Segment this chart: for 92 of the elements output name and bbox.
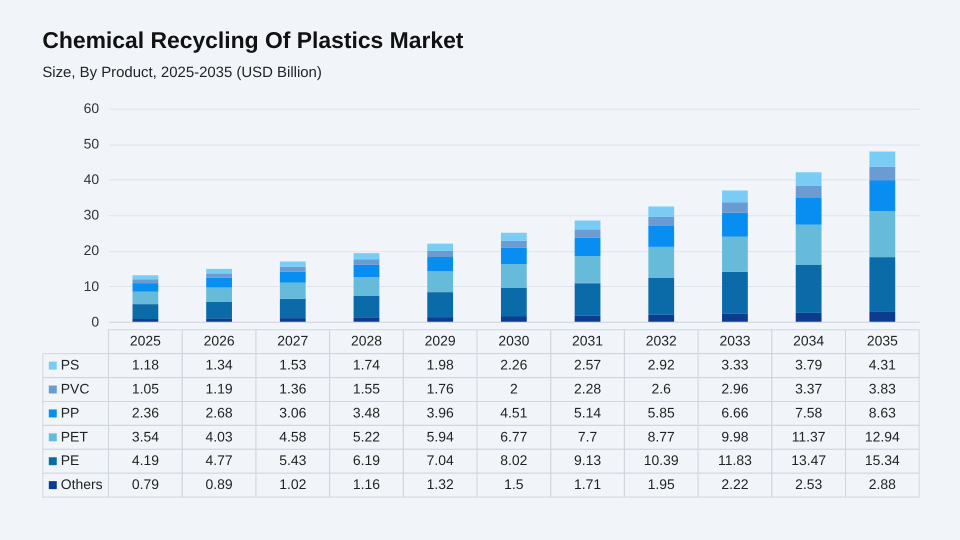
y-tick-label: 60 (84, 100, 100, 116)
legend-label: PS (60, 356, 80, 373)
data-label: 1.74 (352, 356, 380, 373)
data-label: 3.83 (868, 380, 896, 397)
data-label: 1.71 (574, 476, 602, 492)
data-label: 3.33 (721, 356, 749, 373)
data-label: 7.7 (578, 428, 598, 444)
x-tick-label: 2025 (130, 332, 162, 349)
data-label: 2.57 (574, 356, 602, 373)
data-label: 8.77 (648, 428, 676, 444)
data-label: 9.98 (721, 428, 749, 444)
data-label: 1.76 (426, 380, 454, 397)
data-label: 1.98 (426, 356, 454, 373)
data-label: 2.88 (868, 476, 896, 492)
data-label: 2.36 (132, 404, 160, 420)
data-label: 5.14 (574, 404, 602, 420)
data-label: 1.02 (279, 476, 307, 492)
data-label: 3.06 (279, 404, 307, 420)
data-label: 1.32 (426, 476, 454, 492)
x-tick-label: 2028 (350, 332, 382, 349)
data-label: 0.89 (206, 476, 233, 492)
data-label: 1.18 (132, 356, 160, 373)
data-label: 1.05 (132, 380, 160, 397)
legend-label: PE (60, 452, 80, 468)
x-tick-label: 2032 (646, 332, 677, 349)
x-tick-label: 2029 (424, 332, 456, 349)
x-tick-label: 2026 (204, 332, 235, 349)
data-label: 13.47 (791, 452, 826, 468)
data-label: 10.39 (644, 452, 679, 468)
data-label: 15.34 (864, 452, 900, 468)
x-tick-label: 2031 (572, 332, 604, 349)
legend-label: PET (60, 428, 88, 444)
data-label: 4.19 (132, 452, 160, 468)
data-label: 1.34 (206, 356, 233, 373)
y-tick-label: 20 (84, 242, 100, 258)
data-label: 11.37 (792, 428, 826, 444)
data-label: 7.04 (426, 452, 454, 468)
data-label: 0.79 (132, 476, 160, 492)
y-tick-label: 10 (84, 278, 100, 294)
data-label: 5.22 (352, 428, 380, 444)
data-label: 5.94 (426, 428, 454, 444)
x-tick-label: 2033 (719, 332, 751, 349)
data-label: 11.83 (718, 452, 752, 468)
data-label: 1.16 (352, 476, 380, 492)
data-label: 12.94 (864, 428, 900, 444)
data-label: 6.19 (352, 452, 380, 468)
data-label: 2.6 (652, 380, 672, 397)
data-label: 3.79 (795, 356, 822, 373)
data-label: 4.31 (868, 356, 896, 373)
legend-label: PP (60, 404, 80, 420)
data-label: 7.58 (795, 404, 822, 420)
y-tick-label: 50 (84, 136, 100, 152)
x-tick-label: 2035 (866, 332, 898, 349)
y-tick-label: 0 (91, 313, 100, 330)
legend-label: Others (60, 476, 103, 492)
data-label: 2 (510, 380, 518, 397)
chart-title: Chemical Recycling Of Plastics Market (42, 26, 464, 53)
data-label: 2.92 (648, 356, 676, 373)
data-label: 2.53 (795, 476, 822, 492)
data-label: 3.37 (795, 380, 822, 397)
chart-subtitle: Size, By Product, 2025-2035 (USD Billion) (42, 64, 322, 81)
data-label: 5.43 (279, 452, 307, 468)
x-tick-label: 2030 (498, 332, 530, 349)
data-label: 5.85 (648, 404, 676, 420)
data-label: 6.77 (500, 428, 528, 444)
data-label: 1.19 (206, 380, 233, 397)
data-label: 4.03 (206, 428, 233, 444)
data-label: 2.28 (574, 380, 602, 397)
data-label: 3.54 (132, 428, 160, 444)
data-label: 1.5 (504, 476, 524, 492)
data-label: 1.53 (279, 356, 307, 373)
data-label: 1.95 (648, 476, 676, 492)
x-tick-label: 2027 (277, 332, 309, 349)
data-label: 2.96 (721, 380, 749, 397)
data-label: 2.26 (500, 356, 528, 373)
y-tick-label: 30 (84, 206, 100, 223)
data-label: 3.96 (426, 404, 454, 420)
data-label: 6.66 (721, 404, 749, 420)
data-label: 4.58 (279, 428, 307, 444)
x-tick-label: 2034 (793, 332, 824, 349)
data-label: 8.63 (868, 404, 896, 420)
y-tick-label: 40 (84, 171, 100, 188)
data-label: 9.13 (574, 452, 602, 468)
data-label: 1.36 (279, 380, 307, 397)
legend-label: PVC (60, 380, 90, 397)
data-label: 2.68 (206, 404, 233, 420)
data-label: 8.02 (500, 452, 528, 468)
data-label: 1.55 (352, 380, 380, 397)
data-label: 4.77 (206, 452, 233, 468)
data-label: 3.48 (352, 404, 380, 420)
data-label: 4.51 (500, 404, 528, 420)
data-label: 2.22 (721, 476, 749, 492)
